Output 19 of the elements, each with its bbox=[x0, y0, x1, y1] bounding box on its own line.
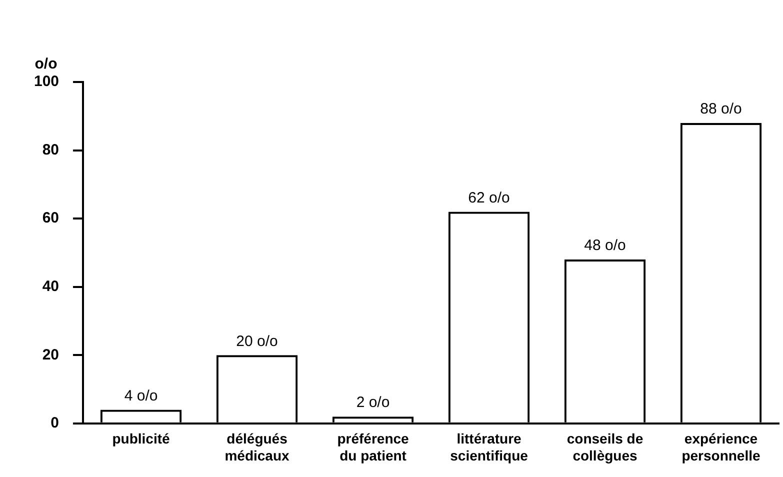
y-tick-label: 20 bbox=[42, 346, 60, 364]
data-label: 20 o/o bbox=[236, 332, 278, 350]
data-label: 4 o/o bbox=[124, 387, 158, 404]
x-tick-label: conseils de collègues bbox=[566, 430, 644, 464]
y-axis-title: o/o bbox=[34, 56, 58, 73]
x-tick-label: publicité bbox=[112, 430, 170, 447]
x-tick-label: préférence du patient bbox=[337, 430, 410, 464]
x-tick-label: expérience personnelle bbox=[682, 430, 760, 464]
data-label: 88 o/o bbox=[700, 100, 742, 118]
y-tick-label: 100 bbox=[34, 73, 60, 90]
data-label: 62 o/o bbox=[468, 189, 510, 206]
y-tick-label: 40 bbox=[42, 278, 60, 295]
y-tick-label: 80 bbox=[42, 141, 60, 158]
x-tick-label: délégués médicaux bbox=[224, 430, 290, 464]
y-tick-label: 0 bbox=[50, 414, 60, 432]
data-label: 2 o/o bbox=[356, 394, 390, 412]
data-label: 48 o/o bbox=[584, 237, 626, 254]
y-tick-label: 60 bbox=[42, 210, 60, 227]
x-tick-label: littérature scientifique bbox=[450, 430, 528, 464]
